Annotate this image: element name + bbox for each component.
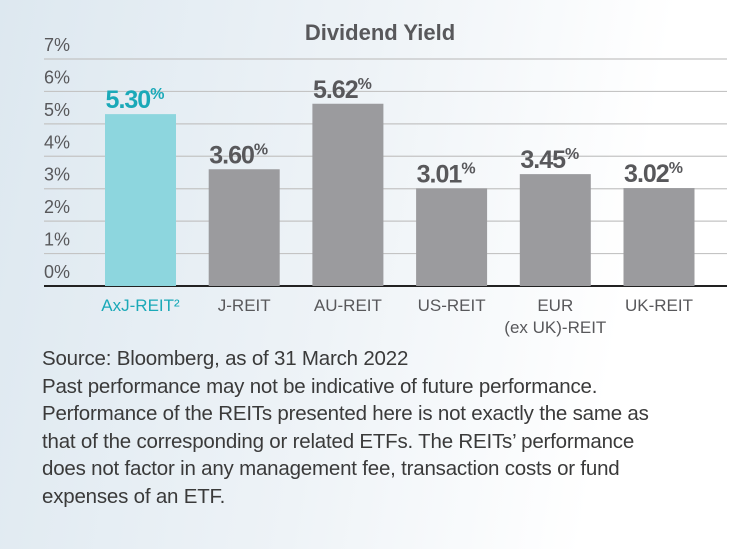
y-tick-label: 2%: [44, 197, 70, 217]
data-label: 5.30%: [106, 86, 165, 114]
x-tick-label: AU-REIT: [314, 296, 382, 315]
disclaimer-line: does not factor in any management fee, t…: [42, 457, 620, 480]
disclaimer-line: that of the corresponding or related ETF…: [42, 429, 635, 453]
bar: [623, 188, 695, 286]
data-label: 5.62%: [313, 76, 372, 104]
bar: [416, 188, 488, 286]
x-tick-label: EUR (ex UK)-REIT: [504, 296, 606, 337]
x-tick-label: UK-REIT: [625, 296, 693, 315]
disclaimer-line: Past performance may not be indicative o…: [42, 374, 598, 398]
data-label: 3.60%: [209, 141, 268, 169]
y-tick-label: 1%: [44, 230, 70, 250]
data-label: 3.01%: [417, 160, 476, 188]
data-label: 3.45%: [520, 146, 579, 174]
data-label: 3.02%: [624, 160, 683, 188]
y-tick-label: 4%: [44, 132, 70, 152]
bar: [208, 169, 280, 286]
footnotes: Source: Bloomberg, as of 31 March 2022 P…: [42, 345, 742, 510]
x-tick-label: AxJ-REIT²: [101, 296, 180, 315]
disclaimer-line: Performance of the REITs presented here …: [42, 402, 649, 425]
source-note: Source: Bloomberg, as of 31 March 2022: [42, 347, 409, 370]
y-tick-label: 6%: [44, 67, 70, 87]
y-tick-label: 3%: [44, 165, 70, 185]
bar: [105, 114, 176, 286]
disclaimer-line: expenses of an ETF.: [42, 484, 226, 508]
chart-title: Dividend Yield: [305, 20, 455, 45]
y-tick-label: 5%: [44, 100, 70, 120]
y-tick-label: 0%: [44, 262, 70, 282]
bar: [312, 103, 384, 286]
bar: [519, 174, 591, 286]
x-tick-label: J-REIT: [218, 296, 271, 315]
y-tick-label: 7%: [44, 35, 70, 55]
dividend-yield-chart: Dividend Yield 0% 1% 2% 3% 4% 5% 6% 7% 5.30% AxJ…: [44, 20, 727, 337]
x-tick-label: US-REIT: [418, 296, 486, 315]
